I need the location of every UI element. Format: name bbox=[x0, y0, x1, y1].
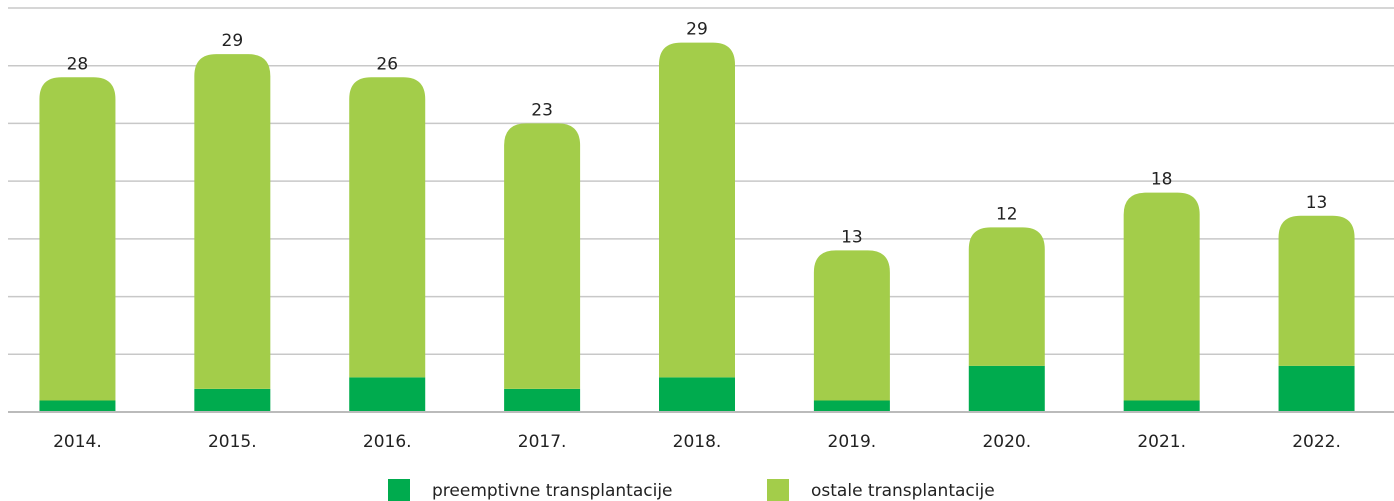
data-label: 18 bbox=[1151, 170, 1173, 190]
data-label: 29 bbox=[222, 31, 244, 51]
x-tick-label: 2017. bbox=[518, 432, 567, 452]
bar-segment bbox=[968, 227, 1045, 366]
legend-label: ostale transplantacije bbox=[811, 481, 995, 501]
bar-segment bbox=[504, 388, 581, 412]
data-label: 12 bbox=[996, 204, 1018, 224]
x-tick-label: 2016. bbox=[363, 432, 412, 452]
x-tick-label: 2022. bbox=[1292, 432, 1341, 452]
bar-segment bbox=[1123, 192, 1200, 401]
x-tick-label: 2015. bbox=[208, 432, 257, 452]
data-label: 13 bbox=[841, 227, 863, 247]
bar-segment bbox=[349, 77, 426, 378]
data-label: 28 bbox=[67, 54, 89, 74]
bar-segment bbox=[1123, 400, 1200, 412]
data-label: 26 bbox=[376, 54, 398, 74]
x-tick-label: 2021. bbox=[1137, 432, 1186, 452]
bar-segment bbox=[1278, 365, 1355, 412]
bar-segment bbox=[1278, 215, 1355, 366]
x-tick-label: 2018. bbox=[673, 432, 722, 452]
bar-segment bbox=[504, 123, 581, 389]
bar-segment bbox=[194, 388, 271, 412]
bar-segment bbox=[813, 250, 890, 401]
bar-segment bbox=[659, 377, 735, 412]
x-tick-label: 2020. bbox=[982, 432, 1031, 452]
bar-segment bbox=[813, 400, 890, 412]
bar-segment bbox=[39, 400, 116, 412]
bar-segment bbox=[349, 377, 426, 412]
bar-segment bbox=[659, 42, 735, 378]
bar-segment bbox=[39, 77, 116, 401]
data-label: 13 bbox=[1306, 193, 1328, 213]
data-label: 29 bbox=[686, 20, 708, 40]
legend-swatch bbox=[388, 479, 410, 501]
bar-segment bbox=[194, 54, 271, 389]
x-tick-label: 2019. bbox=[828, 432, 877, 452]
data-label: 23 bbox=[531, 100, 553, 120]
bar-segment bbox=[968, 365, 1045, 412]
x-tick-label: 2014. bbox=[53, 432, 102, 452]
legend-label: preemptivne transplantacije bbox=[432, 481, 673, 501]
legend-swatch bbox=[767, 479, 789, 501]
